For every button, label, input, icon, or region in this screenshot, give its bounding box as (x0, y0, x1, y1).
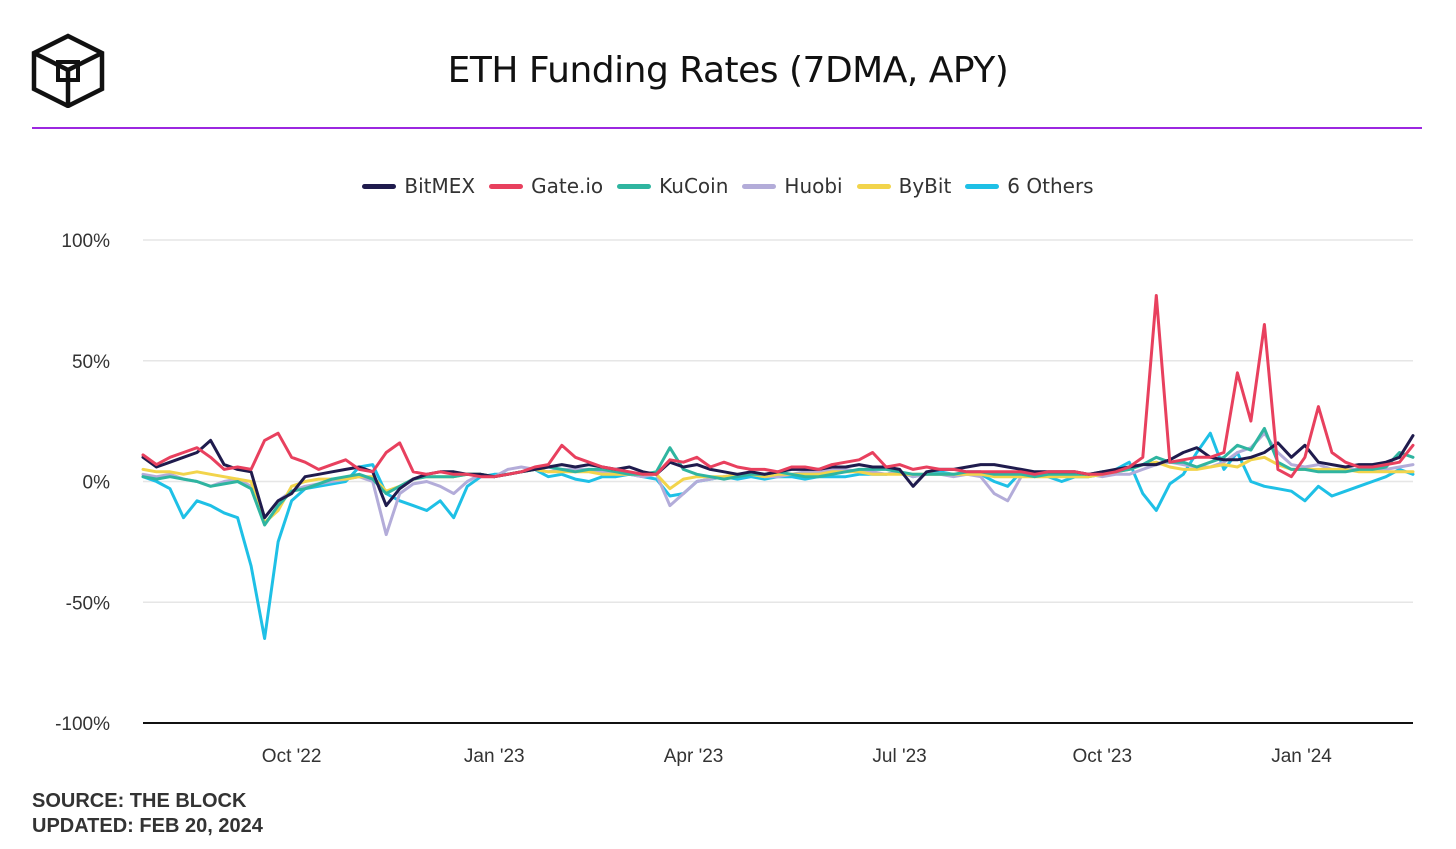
legend-swatch (489, 183, 524, 189)
legend-swatch (965, 183, 1000, 189)
y-tick-label: 0% (83, 473, 111, 494)
legend-item-6-others: 6 Others (965, 174, 1094, 198)
x-tick-label: Jan '24 (1271, 746, 1332, 767)
x-tick-label: Jan '23 (464, 746, 525, 767)
y-tick-label: -50% (66, 593, 110, 614)
legend-label: 6 Others (1007, 174, 1094, 198)
y-tick-label: 100% (61, 231, 110, 252)
y-tick-label: -100% (55, 714, 110, 735)
legend: BitMEX Gate.io KuCoin Huobi ByBit 6 Others (0, 174, 1456, 198)
legend-swatch (742, 183, 777, 189)
chart-title: ETH Funding Rates (7DMA, APY) (447, 50, 1009, 91)
x-tick-label: Oct '22 (262, 746, 322, 767)
legend-label: Huobi (784, 174, 843, 198)
the-block-logo (31, 33, 105, 108)
y-tick-label: 50% (72, 352, 110, 373)
legend-label: BitMEX (404, 174, 476, 198)
legend-item-bybit: ByBit (856, 174, 952, 198)
legend-label: ByBit (898, 174, 952, 198)
x-tick-label: Jul '23 (872, 746, 926, 767)
legend-item-gate-io: Gate.io (489, 174, 603, 198)
line-chart: 100% 50% 0% -50% -100% Oct '22 Jan '23 Apr '23 J… (55, 231, 1415, 767)
source-label: SOURCE: THE BLOCK (32, 790, 247, 812)
updated-label: UPDATED: FEB 20, 2024 (32, 815, 263, 837)
legend-item-kucoin: KuCoin (617, 174, 728, 198)
x-tick-label: Apr '23 (664, 746, 724, 767)
legend-swatch (617, 183, 652, 189)
legend-item-huobi: Huobi (742, 174, 843, 198)
series-line-gate-io (141, 294, 1415, 479)
legend-label: KuCoin (659, 174, 729, 198)
legend-swatch (856, 183, 891, 189)
legend-label: Gate.io (531, 174, 604, 198)
title-divider (32, 127, 1422, 129)
legend-swatch (362, 183, 397, 189)
x-tick-label: Oct '23 (1072, 746, 1132, 767)
footer: SOURCE: THE BLOCK UPDATED: FEB 20, 2024 (32, 789, 263, 839)
series-line-bybit (141, 455, 1415, 525)
legend-item-bitmex: BitMEX (362, 174, 475, 198)
